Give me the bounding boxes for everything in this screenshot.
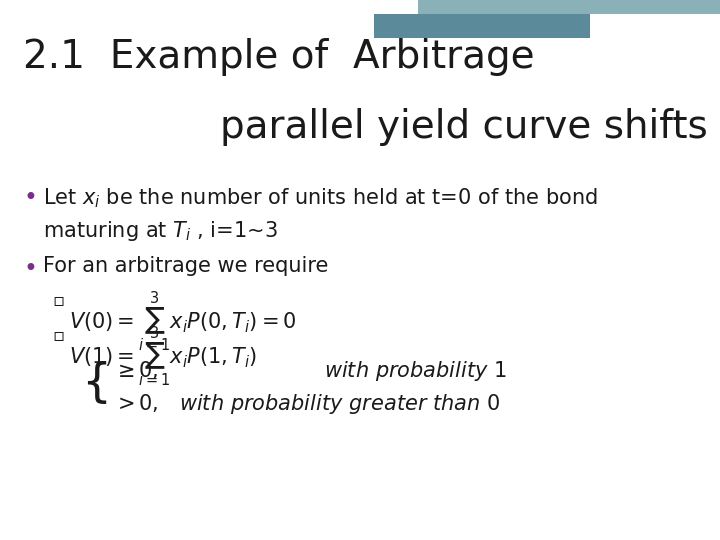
Text: ▫: ▫ <box>52 292 64 309</box>
Text: parallel yield curve shifts: parallel yield curve shifts <box>220 108 708 146</box>
Text: $\geq 0,$: $\geq 0,$ <box>113 359 158 381</box>
Text: $with\ probability\ 1$: $with\ probability\ 1$ <box>324 359 507 383</box>
Text: Let $x_i$ be the number of units held at t=0 of the bond: Let $x_i$ be the number of units held at… <box>43 186 598 210</box>
Text: $V(1) = \sum_{i=1}^{3} x_i P(1, T_i)$: $V(1) = \sum_{i=1}^{3} x_i P(1, T_i)$ <box>69 326 258 388</box>
Text: $\{$: $\{$ <box>81 359 107 406</box>
Text: $V(0) = \sum_{i=1}^{3} x_i P(0, T_i) = 0$: $V(0) = \sum_{i=1}^{3} x_i P(0, T_i) = 0… <box>69 291 297 353</box>
Text: maturing at $T_i$ , i=1~3: maturing at $T_i$ , i=1~3 <box>43 219 278 242</box>
Text: $> 0,$: $> 0,$ <box>113 392 158 414</box>
Text: For an arbitrage we require: For an arbitrage we require <box>43 256 329 276</box>
Text: $with\ probability\ greater\ than\ 0$: $with\ probability\ greater\ than\ 0$ <box>179 392 501 415</box>
Text: •: • <box>23 186 37 210</box>
Text: 2.1  Example of  Arbitrage: 2.1 Example of Arbitrage <box>23 38 535 76</box>
Text: ▫: ▫ <box>52 327 64 345</box>
Text: •: • <box>23 256 37 280</box>
